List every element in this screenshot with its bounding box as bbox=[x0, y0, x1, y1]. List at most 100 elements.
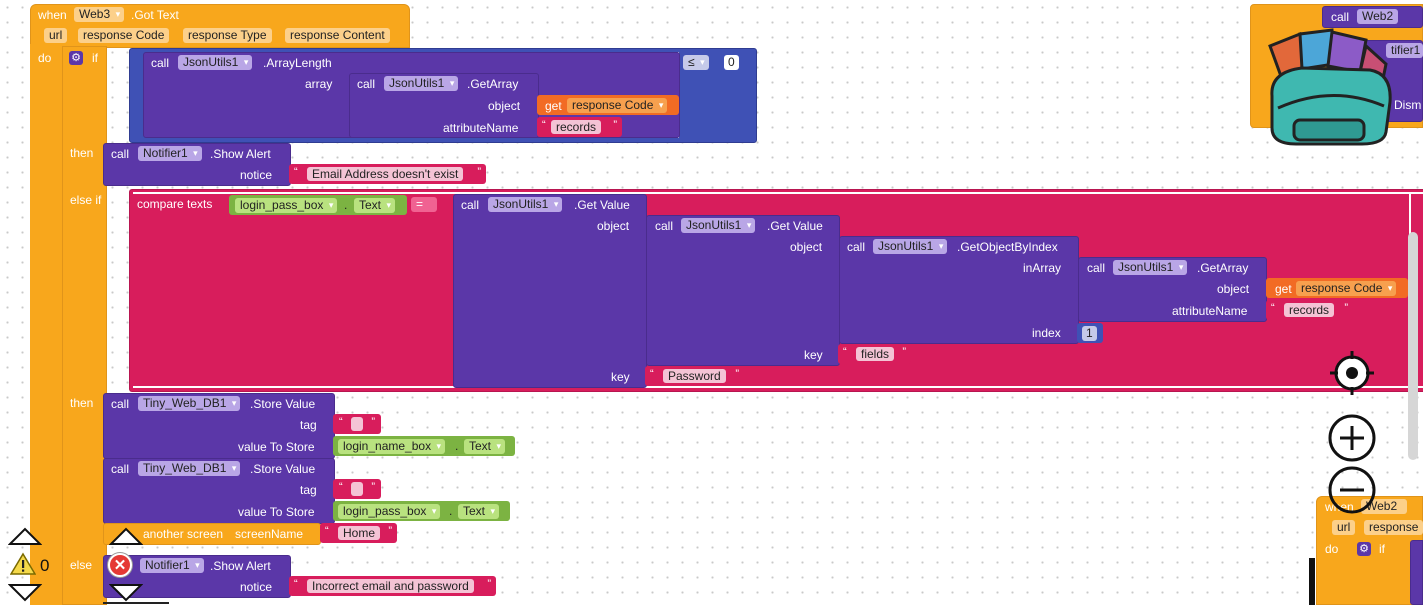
text-value[interactable]: fields bbox=[856, 347, 895, 361]
login-name-dropdown[interactable]: login_name_box bbox=[338, 439, 446, 454]
getvalue1-method: .Get Value bbox=[574, 198, 630, 212]
text-value[interactable]: Email Address doesn't exist bbox=[307, 167, 464, 181]
target-icon[interactable] bbox=[1328, 349, 1376, 397]
if-else-block[interactable] bbox=[62, 46, 107, 605]
do-label: do bbox=[1325, 542, 1339, 556]
call-label: call bbox=[847, 240, 866, 254]
key-label: key bbox=[611, 370, 630, 384]
getobjectbyindex-block[interactable] bbox=[839, 236, 1079, 344]
alert2-component-dropdown[interactable]: Notifier1 bbox=[140, 558, 204, 573]
call-label: call bbox=[111, 147, 130, 161]
vertical-scrollbar[interactable] bbox=[1408, 232, 1418, 460]
call-label: call bbox=[1087, 261, 1106, 275]
compare-number[interactable]: 0 bbox=[724, 55, 739, 70]
web2-component-dropdown[interactable]: Web2 bbox=[1361, 499, 1408, 514]
gear-icon[interactable]: ⚙ bbox=[69, 51, 83, 65]
object-label: object bbox=[1217, 282, 1250, 296]
getarray2-component-dropdown[interactable]: JsonUtils1 bbox=[1113, 260, 1188, 275]
param-response-code[interactable]: response Code bbox=[78, 28, 170, 43]
event-component-dropdown[interactable]: Web3 bbox=[74, 7, 125, 22]
text-block-email-not-exist[interactable]: “ Email Address doesn't exist ” bbox=[289, 164, 486, 184]
dot-label: . bbox=[449, 504, 453, 518]
attributename-label: attributeName bbox=[443, 121, 519, 135]
arraylength-component-dropdown[interactable]: JsonUtils1 bbox=[178, 55, 253, 70]
param-response-content[interactable]: response Content bbox=[285, 28, 390, 43]
arraylength-method: .ArrayLength bbox=[263, 56, 332, 70]
array-label: array bbox=[305, 77, 333, 91]
compare-texts-label: compare texts bbox=[137, 197, 213, 211]
backpack-icon[interactable] bbox=[1262, 24, 1402, 148]
text-block-records-1[interactable]: “ records ” bbox=[537, 117, 622, 137]
object-label: object bbox=[790, 240, 823, 254]
text-block-fields[interactable]: “ fields ” bbox=[838, 344, 911, 364]
store2-component-dropdown[interactable]: Tiny_Web_DB1 bbox=[138, 461, 241, 476]
login-pass-dropdown-1[interactable]: login_pass_box bbox=[235, 198, 338, 213]
getvalue-block-inner[interactable] bbox=[646, 215, 840, 366]
param-url[interactable]: url bbox=[44, 28, 68, 43]
then-label: then bbox=[70, 146, 94, 160]
web2-component-pill[interactable]: Web2 bbox=[1357, 9, 1399, 24]
get-variable-dropdown-1[interactable]: response Code bbox=[567, 98, 668, 113]
login-pass-dropdown-2[interactable]: login_pass_box bbox=[338, 504, 441, 519]
dot-label: . bbox=[455, 439, 459, 453]
text-value[interactable]: records bbox=[1284, 303, 1335, 317]
partial-purple-block bbox=[1410, 540, 1423, 605]
dot-label: . bbox=[344, 198, 348, 212]
text-value[interactable]: records bbox=[551, 120, 602, 134]
param-response-2[interactable]: response bbox=[1364, 520, 1423, 535]
get-variable-dropdown-2[interactable]: response Code bbox=[1296, 281, 1397, 296]
text-value-empty[interactable] bbox=[351, 482, 363, 496]
index-label: index bbox=[1032, 326, 1061, 340]
text-block-incorrect[interactable]: “ Incorrect email and password ” bbox=[289, 576, 496, 596]
zoom-in-icon[interactable] bbox=[1327, 413, 1377, 463]
zoom-out-icon[interactable] bbox=[1327, 465, 1377, 515]
arrow-up-icon[interactable] bbox=[8, 526, 42, 546]
getobj-method: .GetObjectByIndex bbox=[957, 240, 1058, 254]
store1-method: .Store Value bbox=[250, 397, 316, 411]
then2-label: then bbox=[70, 396, 94, 410]
text-value[interactable]: Incorrect email and password bbox=[307, 579, 474, 593]
block-underline bbox=[103, 602, 169, 604]
tag-label: tag bbox=[300, 418, 317, 432]
getarray2-method: .GetArray bbox=[1197, 261, 1249, 275]
index-number[interactable]: 1 bbox=[1082, 326, 1097, 341]
warning-icon bbox=[10, 552, 36, 575]
alert1-component-dropdown[interactable]: Notifier1 bbox=[138, 146, 202, 161]
arrow-up-icon[interactable] bbox=[109, 526, 143, 546]
gear-icon[interactable]: ⚙ bbox=[1357, 542, 1371, 556]
text-block-empty-1[interactable]: “ ” bbox=[333, 414, 381, 434]
text-value[interactable]: Password bbox=[663, 369, 726, 383]
attributename-label: attributeName bbox=[1172, 304, 1248, 318]
dismiss-fragment: Dism bbox=[1394, 98, 1422, 112]
getarray1-component-dropdown[interactable]: JsonUtils1 bbox=[384, 76, 459, 91]
text-block-home[interactable]: “ Home ” bbox=[320, 523, 397, 543]
arrow-down-icon[interactable] bbox=[8, 583, 42, 603]
trash-can-partial[interactable] bbox=[1309, 558, 1315, 605]
text-prop-dropdown-3[interactable]: Text bbox=[458, 504, 500, 519]
screen-name-label: screenName bbox=[235, 527, 304, 541]
param-url-2[interactable]: url bbox=[1332, 520, 1356, 535]
getobj-component-dropdown[interactable]: JsonUtils1 bbox=[873, 239, 948, 254]
text-block-empty-2[interactable]: “ ” bbox=[333, 479, 381, 499]
getvalue-block-outer[interactable] bbox=[453, 194, 647, 388]
text-value-empty[interactable] bbox=[351, 417, 363, 431]
text-value[interactable]: Home bbox=[338, 526, 381, 540]
else-label: else bbox=[70, 558, 93, 572]
when-label: when bbox=[38, 8, 67, 22]
call-label: call bbox=[655, 219, 674, 233]
param-response-type[interactable]: response Type bbox=[183, 28, 272, 43]
getvalue2-component-dropdown[interactable]: JsonUtils1 bbox=[681, 218, 756, 233]
store2-method: .Store Value bbox=[250, 462, 316, 476]
error-icon[interactable]: ✕ bbox=[108, 553, 132, 577]
text-prop-dropdown-1[interactable]: Text bbox=[354, 198, 396, 213]
compare-operator-dropdown[interactable]: ≤ bbox=[683, 55, 709, 70]
compare-op-dropdown[interactable]: = bbox=[411, 197, 438, 212]
getvalue1-component-dropdown[interactable]: JsonUtils1 bbox=[488, 197, 563, 212]
compare-texts-inner-bar-bottom bbox=[133, 386, 1423, 388]
store1-component-dropdown[interactable]: Tiny_Web_DB1 bbox=[138, 396, 241, 411]
arrow-down-icon[interactable] bbox=[109, 583, 143, 603]
text-prop-dropdown-2[interactable]: Text bbox=[464, 439, 506, 454]
text-block-records-2[interactable]: “ records ” bbox=[1266, 300, 1353, 320]
compare-texts-inner-bar bbox=[133, 192, 1423, 194]
text-block-password[interactable]: “ Password ” bbox=[645, 366, 744, 386]
